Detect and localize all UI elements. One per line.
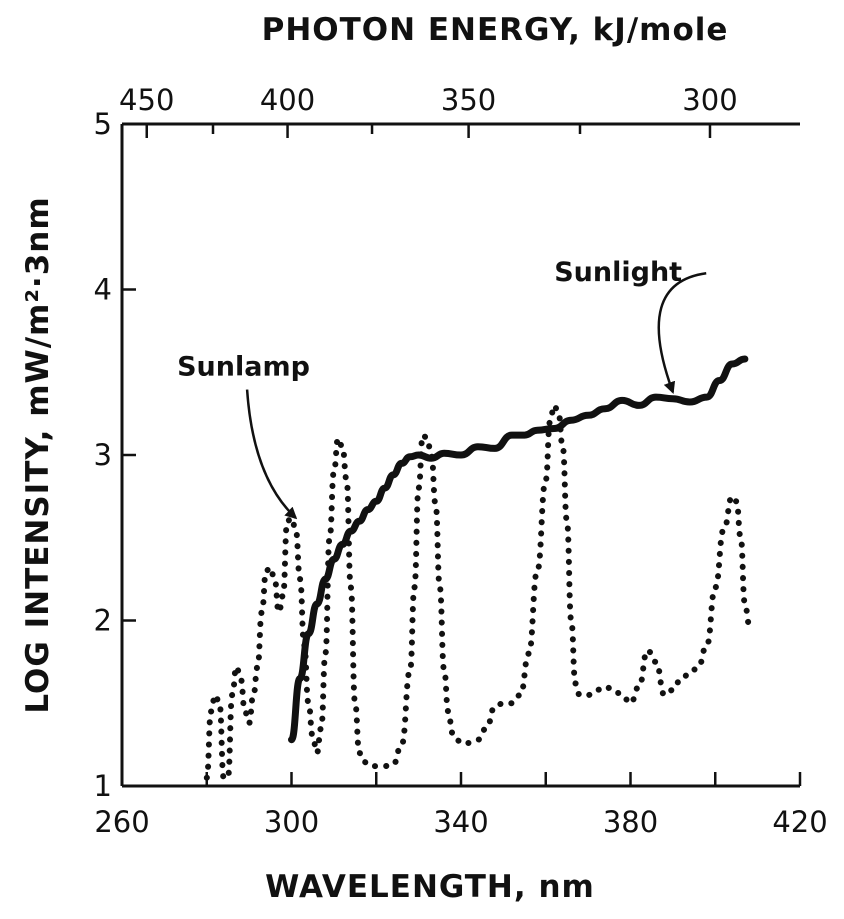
x-tick-label-380: 380 — [603, 805, 658, 839]
x-tick-label-260: 260 — [94, 805, 149, 839]
x-tick-label-420: 420 — [772, 805, 827, 839]
top-tick-label-450: 450 — [119, 83, 174, 117]
top-axis-title: PHOTON ENERGY, kJ/mole — [262, 12, 729, 48]
y-tick-label-3: 3 — [94, 438, 112, 472]
x-tick-label-340: 340 — [433, 805, 488, 839]
series-sunlight-line — [288, 355, 749, 744]
series-sunlamp-line — [203, 402, 753, 781]
annotation-layer: Sunlight Sunlamp — [177, 257, 707, 520]
annotation-sunlamp-arrow — [245, 389, 298, 520]
y-tick-label-1: 1 — [94, 769, 112, 803]
series-layer — [203, 355, 753, 781]
annotation-sunlight-arrow — [657, 271, 707, 394]
top-tick-label-300: 300 — [682, 83, 737, 117]
annotation-sunlamp-label: Sunlamp — [177, 352, 310, 383]
y-axis-title: LOG INTENSITY, mW/m²·3nm — [20, 196, 56, 713]
y-tick-label-5: 5 — [94, 107, 112, 141]
top-tick-label-350: 350 — [441, 83, 496, 117]
y-tick-label-4: 4 — [94, 273, 112, 307]
x-axis-title: WAVELENGTH, nm — [265, 869, 595, 905]
x-tick-label-300: 300 — [264, 805, 319, 839]
annotation-sunlight-label: Sunlight — [554, 257, 682, 288]
top-tick-label-400: 400 — [260, 83, 315, 117]
y-tick-label-2: 2 — [94, 604, 112, 638]
